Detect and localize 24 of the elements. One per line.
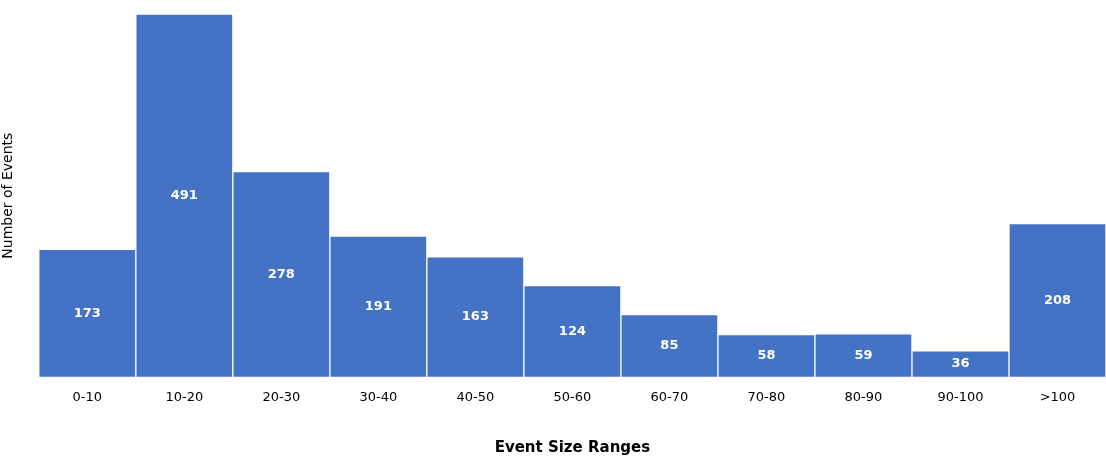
- data-label: 59: [854, 346, 873, 362]
- x-tick-label: 10-20: [165, 388, 204, 404]
- data-label: 58: [757, 347, 776, 363]
- x-tick-label: 50-60: [553, 388, 592, 404]
- data-label: 191: [364, 298, 392, 314]
- x-tick-label: 60-70: [650, 388, 689, 404]
- x-tick-label: 20-30: [262, 388, 301, 404]
- data-label: 173: [73, 304, 101, 320]
- data-label: 491: [170, 187, 198, 203]
- y-axis-title: Number of Events: [0, 132, 16, 259]
- x-tick-label: 0-10: [72, 388, 103, 404]
- data-label: 124: [558, 322, 586, 338]
- x-tick-label: 80-90: [844, 388, 883, 404]
- x-tick-label: 90-100: [937, 388, 984, 404]
- x-tick-label: 40-50: [456, 388, 495, 404]
- x-tick-label: >100: [1039, 388, 1076, 404]
- x-axis-title: Event Size Ranges: [494, 437, 651, 456]
- data-label: 208: [1043, 291, 1072, 307]
- data-label: 163: [461, 308, 489, 324]
- x-tick-label: 70-80: [747, 388, 786, 404]
- data-label: 278: [267, 265, 295, 281]
- data-label: 85: [660, 337, 679, 353]
- data-label: 36: [951, 355, 970, 371]
- x-tick-label: 30-40: [359, 388, 398, 404]
